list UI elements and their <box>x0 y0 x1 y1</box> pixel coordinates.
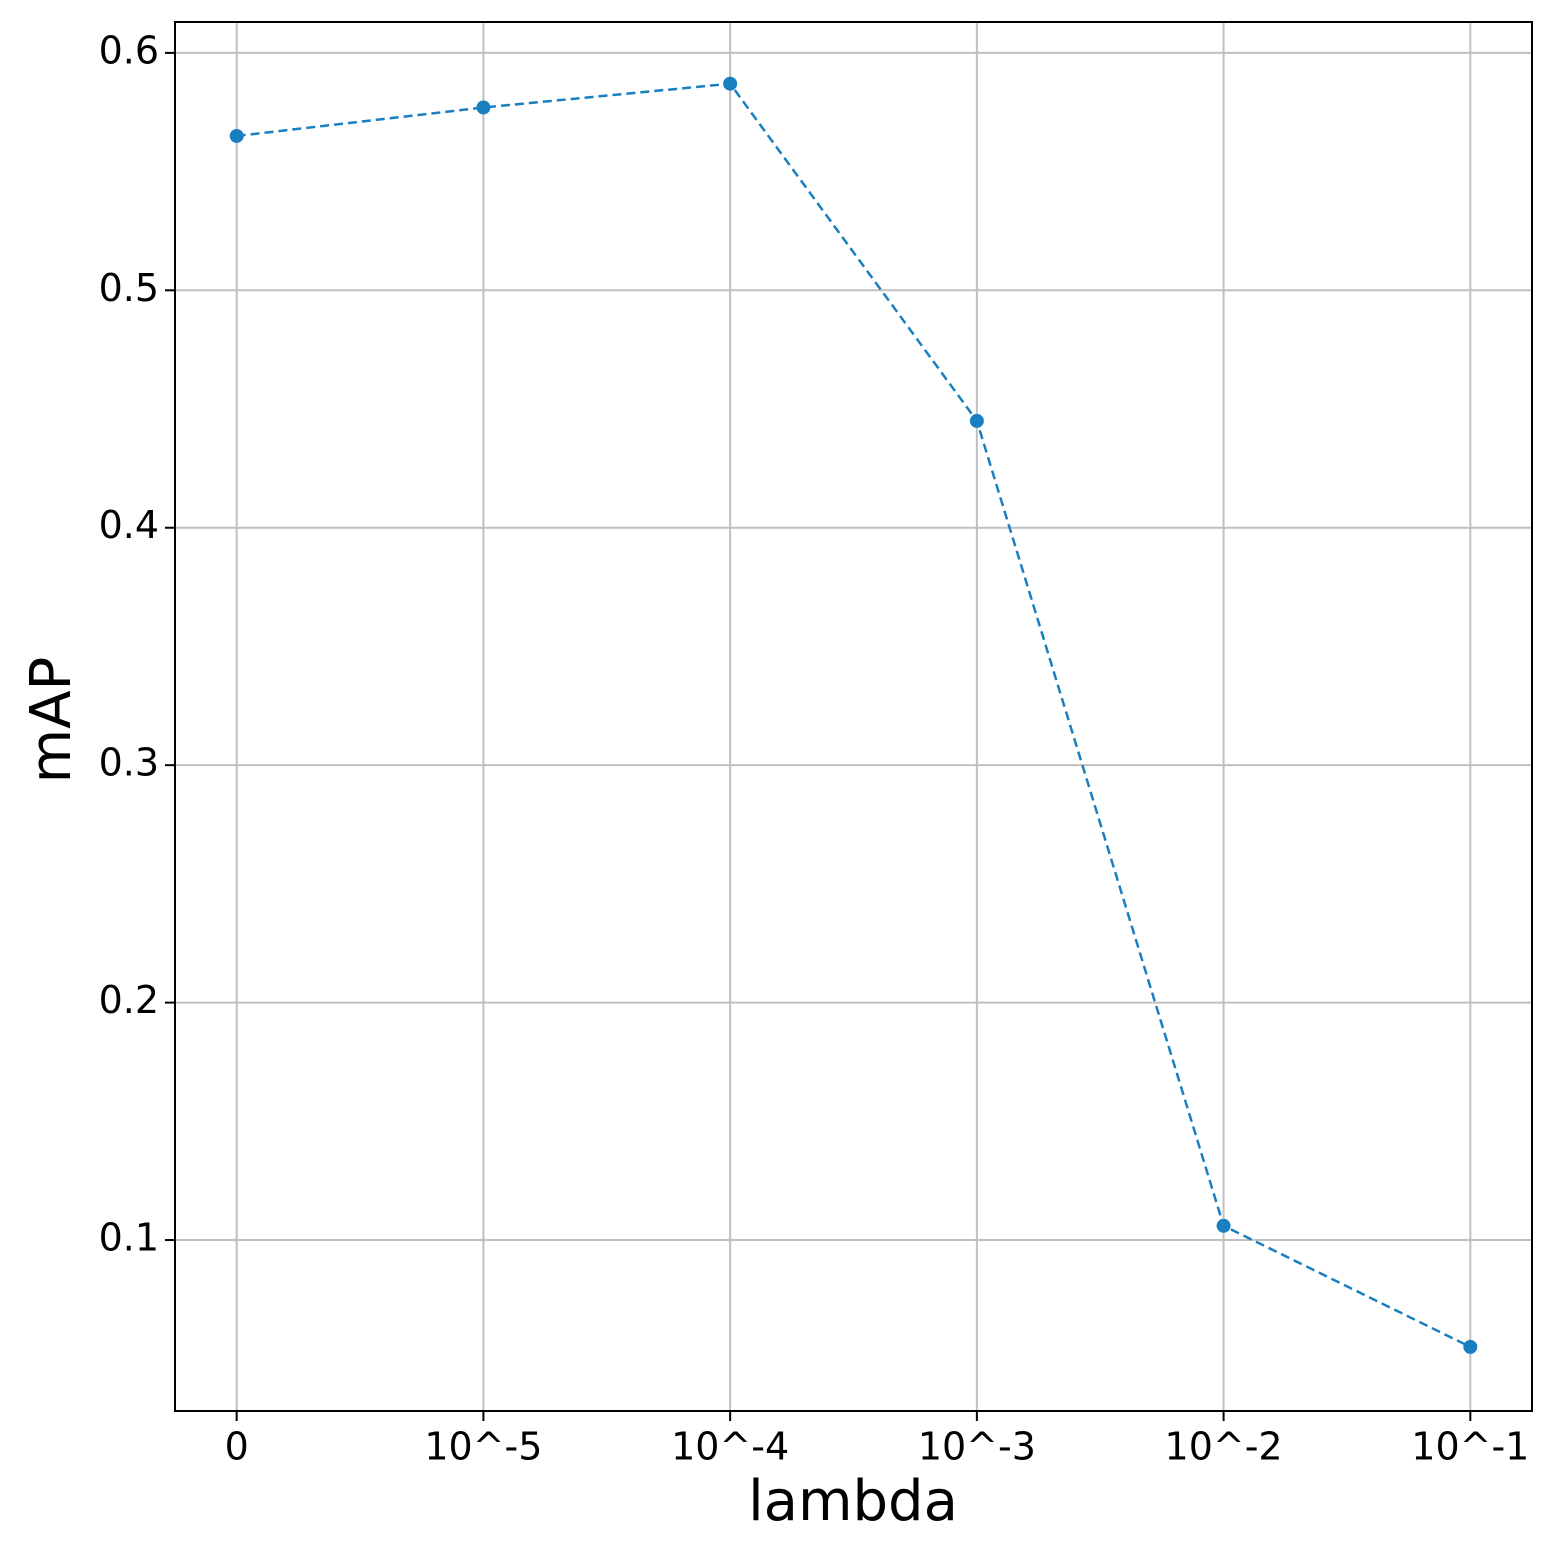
y-tick-label: 0.6 <box>99 28 159 72</box>
data-line <box>236 82 1471 1349</box>
x-tick-label: 10^-4 <box>671 1425 789 1469</box>
data-point <box>1216 1218 1231 1233</box>
y-tick-label: 0.4 <box>99 503 159 547</box>
data-point <box>1463 1339 1478 1354</box>
x-tick-label: 10^-1 <box>1411 1425 1529 1469</box>
x-tick-label: 10^-2 <box>1165 1425 1283 1469</box>
data-point <box>229 128 244 143</box>
x-tick-label: 10^-3 <box>918 1425 1036 1469</box>
y-axis-label: mAP <box>19 657 84 784</box>
y-tick-label: 0.5 <box>99 266 159 310</box>
plot-frame <box>174 21 1533 1412</box>
data-point <box>969 413 984 428</box>
y-tick-label: 0.1 <box>99 1216 159 1260</box>
data-point <box>723 76 738 91</box>
x-tick-label: 10^-5 <box>424 1425 542 1469</box>
x-tick-label: 0 <box>225 1425 249 1469</box>
y-tick-label: 0.3 <box>99 741 159 785</box>
data-point <box>476 100 491 115</box>
x-axis-label: lambda <box>748 1469 958 1534</box>
y-tick-label: 0.2 <box>99 978 159 1022</box>
